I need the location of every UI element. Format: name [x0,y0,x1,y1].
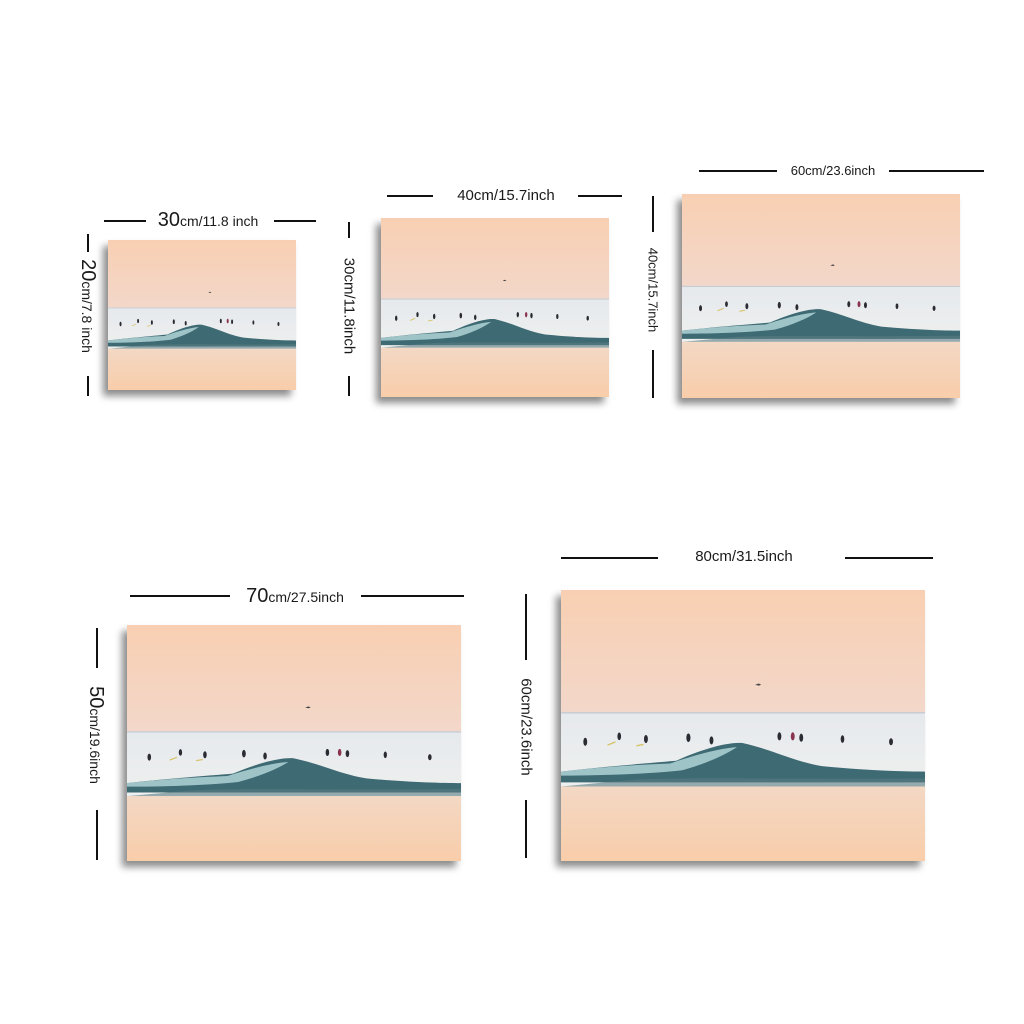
height-label: 40cm/15.7inch [645,247,661,333]
height-dimension-line [525,800,527,858]
width-dimension-line [699,170,777,172]
width-label: 30cm/11.8 inch [158,210,259,230]
height-dimension-line [652,350,654,398]
beach-photo [381,218,609,397]
width-value: 70 [246,585,269,607]
height-label: 60cm/23.6inch [517,678,535,776]
height-label: 20cm/7.8 inch [77,259,99,353]
height-unit: cm/7.8 inch [79,281,95,353]
height-dimension-line [87,376,89,396]
height-dimension-line [96,810,98,860]
beach-photo [127,625,461,861]
width-label: 80cm/31.5inch [695,548,793,565]
width-dimension-line [889,170,984,172]
canvas-print-60x40 [682,194,960,398]
height-label: 30cm/11.8inch [340,257,358,355]
height-dimension-line [87,234,89,252]
width-dimension-line [387,195,433,197]
canvas-print-30x20 [108,240,296,390]
height-dimension-line [348,222,350,238]
width-label: 70cm/27.5inch [246,586,344,606]
height-label: 50cm/19.6inch [85,686,107,784]
width-label: 40cm/15.7inch [457,187,555,204]
width-label: 60cm/23.6inch [790,163,876,178]
width-dimension-line [578,195,622,197]
height-dimension-line [652,196,654,232]
height-dimension-line [525,594,527,660]
height-value: 20 [77,259,99,282]
canvas-print-70x50 [127,625,461,861]
width-dimension-line [130,595,230,597]
width-unit: cm/11.8 inch [179,213,259,229]
width-dimension-line [845,557,933,559]
width-unit: cm/27.5inch [268,589,344,605]
width-dimension-line [104,220,146,222]
height-value: 50 [85,686,107,709]
width-dimension-line [274,220,316,222]
width-value: 30 [157,209,180,231]
beach-photo [108,240,296,390]
height-unit: cm/19.6inch [87,708,103,784]
canvas-print-80x60 [561,590,925,861]
beach-photo [682,194,960,398]
canvas-print-40x30 [381,218,609,397]
width-dimension-line [561,557,658,559]
width-dimension-line [361,595,464,597]
beach-photo [561,590,925,861]
height-dimension-line [348,376,350,396]
height-dimension-line [96,628,98,668]
